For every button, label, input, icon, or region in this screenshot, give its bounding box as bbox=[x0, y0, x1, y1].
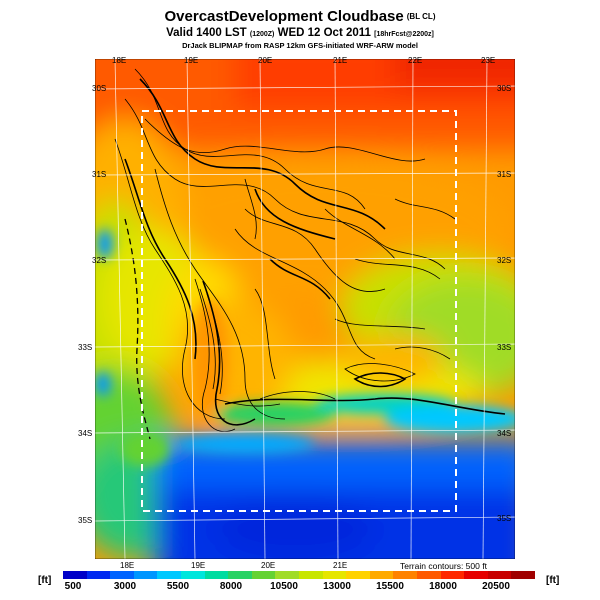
lat-lon-grid bbox=[95, 59, 515, 559]
valid-prefix: Valid 1400 LST bbox=[166, 27, 247, 39]
valid-z: (1200Z) bbox=[249, 31, 275, 38]
colorbar-segment bbox=[251, 571, 276, 579]
colorbar-unit-left: [ft] bbox=[38, 575, 52, 586]
lat-label-right: 34S bbox=[497, 429, 512, 438]
colorbar-segment bbox=[228, 571, 253, 579]
lat-label-left: 33S bbox=[78, 343, 93, 352]
colorbar-segment bbox=[275, 571, 300, 579]
colorbar-segment bbox=[181, 571, 206, 579]
terrain-contours bbox=[114, 68, 456, 432]
colorbar-segment bbox=[322, 571, 347, 579]
lon-label-top: 20E bbox=[258, 56, 273, 65]
lon-label-bottom: 21E bbox=[333, 561, 348, 570]
lon-label-bottom: 19E bbox=[191, 561, 206, 570]
map-title-main: OvercastDevelopment Cloudbase bbox=[164, 8, 404, 25]
colorbar-segment bbox=[511, 571, 536, 579]
cloudbase-field bbox=[95, 59, 515, 559]
lat-label-right: 33S bbox=[497, 343, 512, 352]
colorbar-segment bbox=[393, 571, 418, 579]
lon-label-top: 22E bbox=[408, 56, 423, 65]
lon-label-bottom: 18E bbox=[120, 561, 135, 570]
colorbar-segment bbox=[110, 571, 135, 579]
lon-label-top: 23E bbox=[481, 56, 496, 65]
forecast-map bbox=[95, 59, 515, 559]
inner-domain-dashed-box bbox=[141, 110, 457, 512]
valid-time-line: Valid 1400 LST (1200Z) WED 12 Oct 2011 [… bbox=[0, 27, 600, 39]
lat-label-left: 30S bbox=[92, 84, 107, 93]
lat-label-left: 31S bbox=[92, 170, 107, 179]
colorbar-segment bbox=[417, 571, 442, 579]
colorbar-segment bbox=[464, 571, 489, 579]
lat-label-right: 32S bbox=[497, 256, 512, 265]
colorbar-segment bbox=[204, 571, 229, 579]
colorbar-segment bbox=[63, 571, 88, 579]
lat-label-left: 35S bbox=[78, 516, 93, 525]
lat-label-left: 34S bbox=[78, 429, 93, 438]
lon-label-top: 18E bbox=[112, 56, 127, 65]
colorbar bbox=[63, 571, 536, 579]
map-title-tag: (BL CL) bbox=[406, 12, 436, 21]
colorbar-segment bbox=[157, 571, 182, 579]
model-credit: DrJack BLIPMAP from RASP 12km GFS-initia… bbox=[182, 41, 418, 50]
colorbar-unit-right: [ft] bbox=[546, 575, 560, 586]
colorbar-segment bbox=[133, 571, 158, 579]
map-title: OvercastDevelopment Cloudbase (BL CL) bbox=[0, 8, 600, 25]
colorbar-label: 18000 bbox=[429, 581, 457, 592]
lat-label-left: 32S bbox=[92, 256, 107, 265]
colorbar-label: 20500 bbox=[482, 581, 510, 592]
colorbar-label: 15500 bbox=[376, 581, 404, 592]
colorbar-segment bbox=[487, 571, 512, 579]
colorbar-segment bbox=[86, 571, 111, 579]
lon-label-top: 21E bbox=[333, 56, 348, 65]
colorbar-segment bbox=[346, 571, 371, 579]
lat-label-right: 35S bbox=[497, 514, 512, 523]
colorbar-label: 10500 bbox=[270, 581, 298, 592]
colorbar-label: 13000 bbox=[323, 581, 351, 592]
colorbar-segment bbox=[299, 571, 324, 579]
lat-label-right: 30S bbox=[497, 84, 512, 93]
colorbar-label: 500 bbox=[64, 581, 82, 592]
valid-date: WED 12 Oct 2011 bbox=[277, 27, 371, 39]
colorbar-label: 3000 bbox=[113, 581, 137, 592]
valid-fcst: [18hrFcst@2200z] bbox=[374, 31, 434, 38]
terrain-contour-note: Terrain contours: 500 ft bbox=[400, 561, 487, 571]
colorbar-segment bbox=[369, 571, 394, 579]
colorbar-label: 8000 bbox=[219, 581, 243, 592]
coastline bbox=[124, 218, 151, 440]
lat-label-right: 31S bbox=[497, 170, 512, 179]
colorbar-segment bbox=[440, 571, 465, 579]
colorbar-label: 5500 bbox=[166, 581, 190, 592]
lon-label-top: 19E bbox=[184, 56, 199, 65]
terrain-contours-bold bbox=[124, 78, 506, 426]
lon-label-bottom: 20E bbox=[261, 561, 276, 570]
